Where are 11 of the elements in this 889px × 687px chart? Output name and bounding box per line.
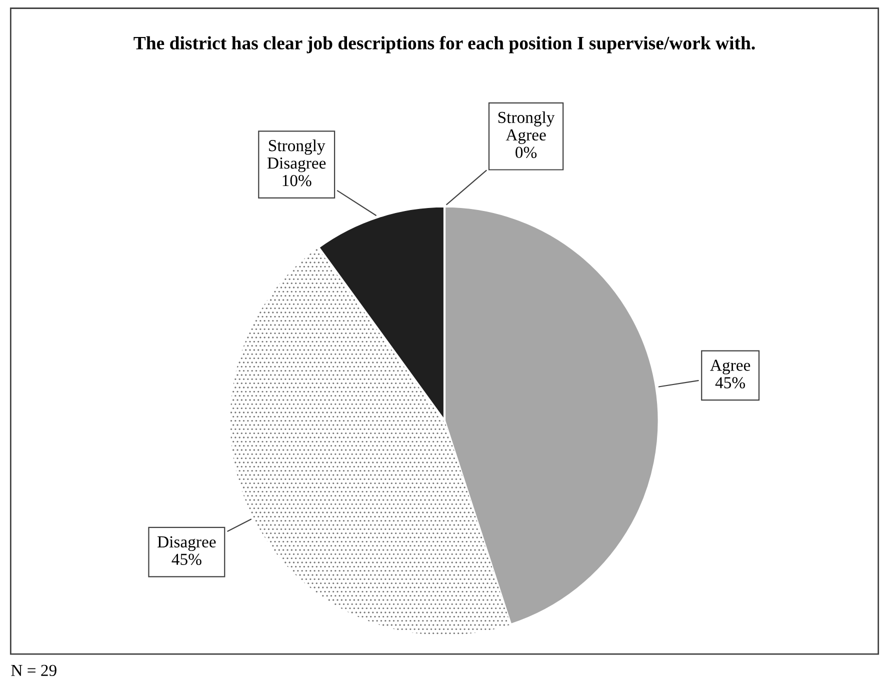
text: 0% [516,146,537,158]
data-label: 45% [172,554,202,566]
data-label: 10% [282,174,312,186]
slice-label: Agree [710,360,750,374]
pie-slice [230,247,511,636]
data-label: 45% [715,377,746,388]
chart-title: The district has clear job descriptions for each position I supervise/work with. [134,36,755,54]
text: N = 29 [11,664,56,676]
slice-label: Strongly Disagree [267,140,326,172]
slice-label: Disagree [158,536,216,551]
category-label: Strongly Agree [498,111,555,144]
